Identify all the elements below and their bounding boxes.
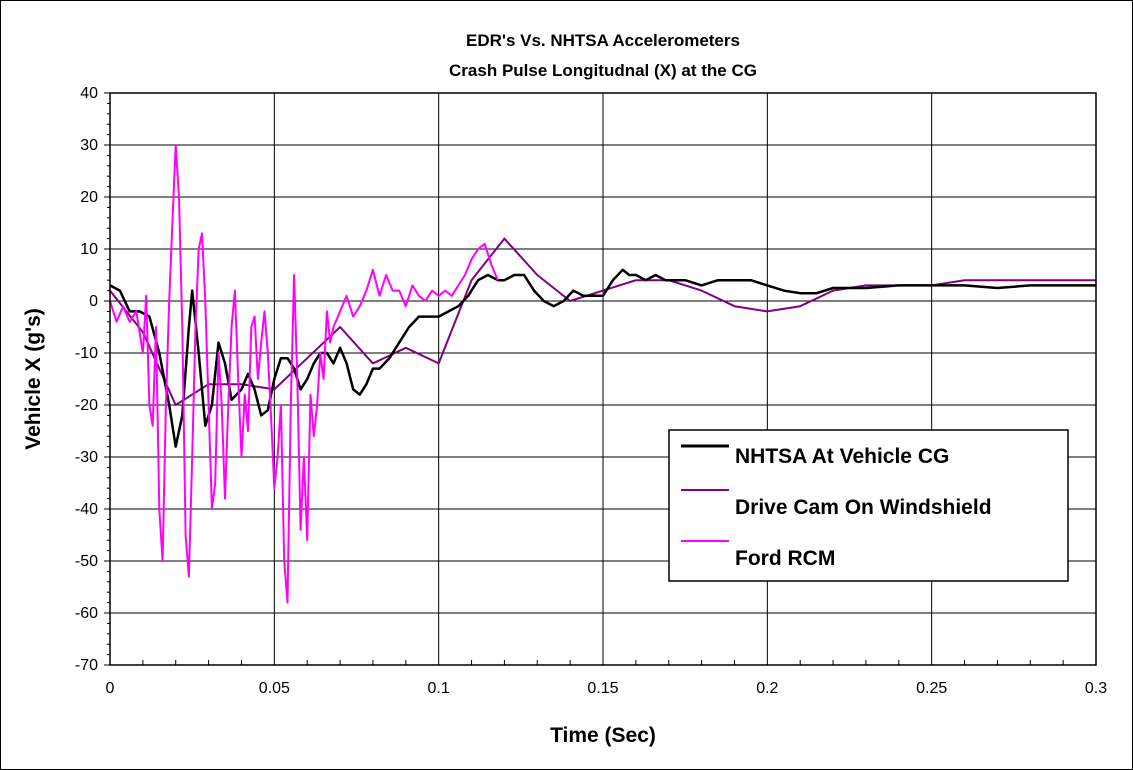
x-tick-label: 0 <box>106 680 115 697</box>
y-tick-label: 40 <box>80 85 98 102</box>
x-tick-label: 0.2 <box>756 680 778 697</box>
chart-title: EDR's Vs. NHTSA Accelerometers <box>466 31 740 50</box>
x-tick-labels: 0 0.05 0.1 0.15 0.2 0.25 0.3 <box>106 680 1108 697</box>
y-tick-label: 10 <box>80 241 98 258</box>
legend-label-ford-rcm: Ford RCM <box>735 547 835 570</box>
y-axis-label: Vehicle X (g's) <box>22 308 45 450</box>
x-tick-label: 0.05 <box>259 680 290 697</box>
y-tick-labels: 40 30 20 10 0 -10 -20 -30 -40 -50 -60 -70 <box>75 85 98 674</box>
series-line-ford-rcm <box>109 144 499 604</box>
y-tick-label: -60 <box>75 605 98 622</box>
y-tick-label: 30 <box>80 137 98 154</box>
y-tick-label: -50 <box>75 553 98 570</box>
x-tick-label: 0.1 <box>428 680 450 697</box>
legend-box <box>668 429 1069 582</box>
chart-subtitle: Crash Pulse Longitudnal (X) at the CG <box>449 61 757 80</box>
series-line-nhtsa <box>109 268 1096 448</box>
plot-area-border <box>109 92 1097 666</box>
x-axis-label: Time (Sec) <box>550 724 656 747</box>
y-tick-label: -30 <box>75 449 98 466</box>
x-tick-label: 0.15 <box>587 680 618 697</box>
y-tick-label: -10 <box>75 345 98 362</box>
legend: NHTSA At Vehicle CG Drive Cam On Windshi… <box>668 429 1069 582</box>
y-tick-label: -70 <box>75 657 98 674</box>
x-tick-label: 0.3 <box>1085 680 1107 697</box>
series-layer <box>109 144 1096 604</box>
y-tick-label: 20 <box>80 189 98 206</box>
y-tick-label: -20 <box>75 397 98 414</box>
y-tick-label: -40 <box>75 501 98 518</box>
y-tick-label: 0 <box>89 293 98 310</box>
legend-label-nhtsa: NHTSA At Vehicle CG <box>735 445 949 468</box>
legend-label-drive-cam: Drive Cam On Windshield <box>735 496 992 519</box>
x-tick-label: 0.25 <box>916 680 947 697</box>
